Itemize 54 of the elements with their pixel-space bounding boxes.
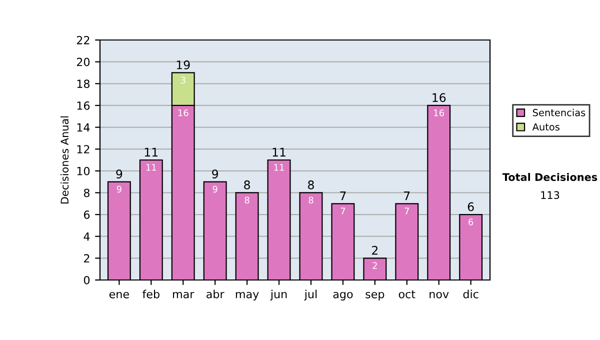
total-label: 9 bbox=[116, 170, 122, 178]
y-tick-label: 6 bbox=[84, 210, 90, 219]
x-tick-label: jul bbox=[304, 290, 317, 300]
data-label: 6 bbox=[468, 218, 474, 226]
y-tick-label: 10 bbox=[77, 166, 90, 176]
total-label: 7 bbox=[404, 191, 410, 200]
y-tick-label: 18 bbox=[77, 80, 90, 88]
x-tick-label: may bbox=[236, 292, 259, 300]
x-tick-label: dic bbox=[463, 290, 478, 298]
x-tick-label: sep bbox=[366, 292, 384, 300]
total-label: 16 bbox=[432, 93, 446, 102]
total-label: 7 bbox=[340, 191, 346, 200]
data-label: 11 bbox=[146, 164, 156, 171]
x-tick-label: abr bbox=[206, 290, 224, 298]
total-label: 19 bbox=[176, 60, 190, 70]
total-label: 8 bbox=[244, 180, 250, 190]
y-tick-label: 12 bbox=[77, 145, 90, 154]
y-tick-label: 20 bbox=[76, 58, 90, 66]
text: Total Decisiones bbox=[502, 172, 598, 182]
text: 113 bbox=[541, 191, 560, 200]
data-label: 7 bbox=[340, 208, 346, 214]
y-tick-label: 14 bbox=[77, 123, 90, 132]
data-label: 3 bbox=[180, 76, 186, 84]
data-label: 9 bbox=[116, 186, 122, 193]
x-tick-label: oct bbox=[398, 290, 416, 298]
legend-label: Autos bbox=[532, 123, 560, 131]
y-tick-label: 0 bbox=[84, 276, 90, 284]
data-label: 2 bbox=[372, 262, 377, 269]
total-label: 2 bbox=[372, 246, 378, 255]
y-tick-label: 2 bbox=[84, 254, 90, 262]
y-axis-title: Decisiones Anual bbox=[60, 116, 69, 204]
x-tick-label: nov bbox=[430, 292, 449, 298]
y-tick-label: 4 bbox=[84, 232, 90, 241]
x-tick-label: ago bbox=[333, 292, 353, 300]
total-label: 9 bbox=[212, 170, 218, 178]
y-tick-label: 8 bbox=[84, 188, 90, 198]
data-label: 9 bbox=[212, 186, 218, 193]
total-label: 11 bbox=[144, 148, 158, 156]
x-tick-label: jun bbox=[270, 290, 287, 300]
data-label: 11 bbox=[274, 164, 284, 171]
data-label: 8 bbox=[308, 196, 314, 204]
data-label: 16 bbox=[434, 109, 444, 116]
legend-label: Sentencias bbox=[532, 108, 586, 116]
x-tick-label: mar bbox=[173, 292, 194, 298]
total-label: 11 bbox=[272, 148, 286, 156]
data-label: 16 bbox=[178, 109, 188, 116]
x-tick-label: ene bbox=[109, 292, 129, 298]
data-label: 7 bbox=[404, 208, 409, 214]
total-label: 8 bbox=[308, 180, 314, 190]
y-tick-label: 16 bbox=[77, 101, 90, 110]
total-label: 6 bbox=[468, 202, 474, 212]
data-label: 8 bbox=[244, 196, 250, 204]
x-tick-label: feb bbox=[142, 290, 160, 298]
y-tick-label: 22 bbox=[76, 36, 90, 44]
